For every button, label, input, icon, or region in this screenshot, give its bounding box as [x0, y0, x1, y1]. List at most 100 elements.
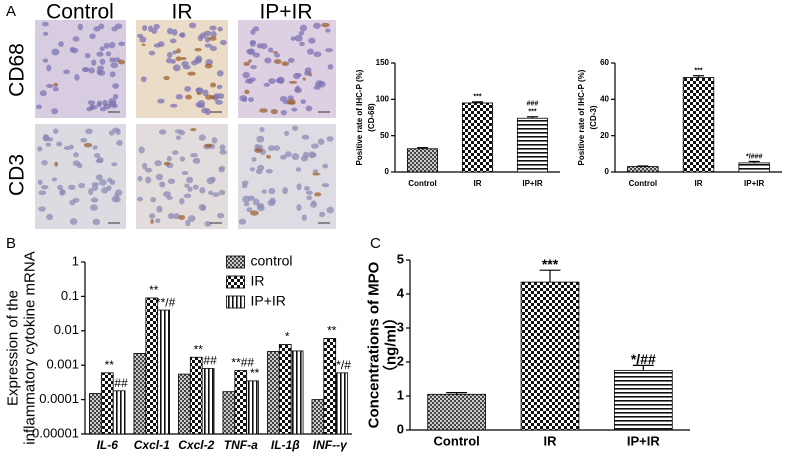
cell-nucleus [90, 204, 98, 211]
x-tick-label: IL-6 [97, 438, 119, 452]
x-tick-label: INF--γ [313, 438, 348, 452]
cell-nucleus [246, 207, 253, 213]
cell-nucleus [109, 71, 116, 78]
cell-nucleus [179, 156, 186, 162]
cell-nucleus [157, 98, 165, 104]
annotation: ** [149, 283, 159, 297]
cell-nucleus [141, 25, 148, 31]
stained-cell [180, 56, 187, 61]
cell-nucleus [203, 30, 212, 37]
cell-nucleus [74, 73, 80, 81]
cell-nucleus [243, 201, 250, 207]
cell-nucleus [311, 200, 317, 205]
cell-nucleus [38, 206, 46, 212]
bar [311, 399, 325, 435]
cell-nucleus [294, 34, 303, 42]
micrograph [136, 124, 228, 229]
cell-nucleus [56, 141, 63, 147]
stained-cell [117, 59, 126, 65]
cell-nucleus [326, 136, 334, 142]
cell-nucleus [85, 128, 93, 135]
cell-nucleus [249, 167, 256, 172]
cell-nucleus [73, 152, 79, 158]
bar [157, 309, 170, 435]
cell-nucleus [178, 32, 185, 38]
cell-nucleus [209, 45, 217, 52]
annotation: * [285, 330, 290, 344]
cell-nucleus [304, 67, 312, 74]
cell-nucleus [169, 38, 177, 44]
bar [189, 356, 203, 435]
cell-nucleus [267, 145, 275, 152]
bar [222, 391, 236, 435]
x-tick-label: IP+IR [522, 179, 542, 188]
cell-nucleus [42, 58, 49, 63]
cell-nucleus [299, 24, 307, 32]
stained-cell [265, 154, 272, 159]
cell-nucleus [77, 23, 84, 31]
cell-nucleus [260, 42, 268, 50]
cell-nucleus [267, 199, 276, 207]
annotation: ### [527, 101, 539, 108]
cell-nucleus [295, 167, 302, 172]
x-tick-label: IP+IR [744, 179, 764, 188]
column-label: IR [172, 1, 193, 24]
cell-nucleus [268, 78, 276, 85]
cell-nucleus [322, 163, 329, 169]
stained-cell [281, 61, 290, 67]
y-tick-label: 0 [385, 167, 390, 176]
cell-nucleus [111, 162, 118, 167]
cell-nucleus [137, 175, 143, 182]
cell-nucleus [265, 168, 273, 174]
cell-nucleus [197, 34, 204, 42]
annotation: */# [336, 358, 351, 372]
x-tick-label: Cxcl-2 [178, 438, 214, 452]
bar [516, 117, 549, 173]
cell-nucleus [112, 93, 119, 100]
cell-nucleus [308, 37, 316, 44]
cell-nucleus [96, 156, 104, 164]
y-axis-label: (CD-3) [589, 105, 598, 129]
cell-nucleus [46, 64, 52, 72]
y-tick-label: 0.01 [54, 322, 79, 337]
cell-nucleus [39, 90, 47, 97]
cell-nucleus [249, 40, 256, 47]
cell-nucleus [241, 180, 249, 186]
cell-nucleus [273, 145, 281, 151]
annotation: ** [105, 358, 115, 372]
cell-nucleus [103, 42, 110, 49]
annotation: */### [746, 153, 762, 160]
cell-nucleus [167, 27, 174, 35]
cell-nucleus [187, 186, 193, 192]
y-axis-label: Positive rate of IHC-P (%) [577, 69, 586, 165]
cell-nucleus [91, 184, 99, 191]
stained-cell [53, 82, 59, 87]
y-tick-label: 2 [397, 353, 404, 368]
cell-nucleus [42, 133, 50, 141]
legend-label: IP+IR [251, 293, 286, 309]
cell-nucleus [86, 106, 93, 112]
cell-nucleus [99, 58, 106, 65]
cell-nucleus [295, 73, 302, 78]
bar [234, 370, 248, 435]
cell-nucleus [172, 150, 179, 155]
cell-nucleus [46, 213, 54, 221]
annotation: *** [694, 68, 702, 75]
bar [278, 344, 292, 435]
cell-nucleus [165, 57, 173, 64]
cell-nucleus [257, 164, 265, 171]
cell-nucleus [60, 189, 66, 196]
cell-nucleus [63, 145, 71, 151]
cell-nucleus [166, 52, 173, 58]
cell-nucleus [57, 184, 64, 191]
cell-nucleus [311, 143, 319, 149]
cell-nucleus [202, 89, 209, 97]
cell-nucleus [53, 128, 59, 134]
cell-nucleus [190, 152, 198, 158]
cell-nucleus [321, 183, 330, 188]
cell-nucleus [111, 195, 119, 203]
cell-nucleus [211, 137, 218, 144]
cell-nucleus [313, 22, 321, 29]
cell-nucleus [154, 160, 163, 167]
